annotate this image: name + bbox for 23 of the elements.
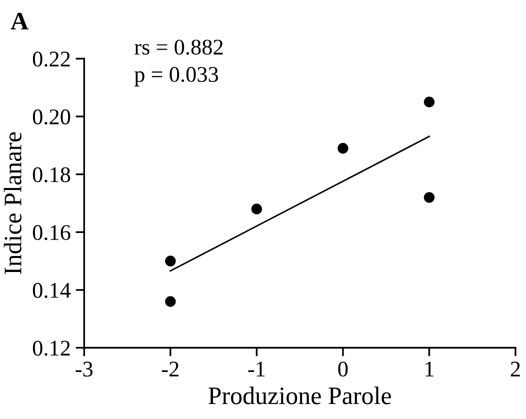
point <box>338 142 348 154</box>
y-tick-label: 0.12 <box>32 340 70 356</box>
x-axis-title: Produzione Parole <box>208 386 391 404</box>
point <box>424 192 435 203</box>
chart-title: A <box>10 12 28 30</box>
y-tick-label: 0.22 <box>32 52 70 67</box>
point <box>165 296 176 307</box>
annotation: p = 0.033 <box>134 66 218 86</box>
y-tick-label: 0.18 <box>32 167 70 182</box>
point <box>424 96 435 108</box>
y-tick-label: 0.14 <box>32 282 71 298</box>
x-tick-label: -2 <box>162 362 178 376</box>
point <box>251 204 262 214</box>
x-tick-label: -3 <box>76 362 93 377</box>
y-axis-title: Indice Planare <box>4 132 22 274</box>
y-tick-label: 0.20 <box>32 109 70 125</box>
x-tick-label: 2 <box>510 362 520 376</box>
y-tick-label: 0.16 <box>32 225 70 240</box>
x-tick-label: 1 <box>426 362 434 376</box>
point <box>165 256 176 266</box>
x-tick-label: -1 <box>248 362 265 376</box>
x-tick-label: 0 <box>338 362 348 377</box>
text: rs = 0.882 <box>134 40 223 55</box>
